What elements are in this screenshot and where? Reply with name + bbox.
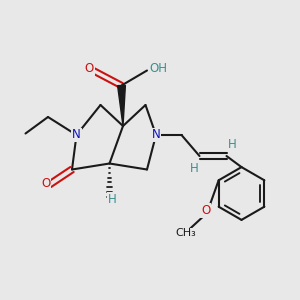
Text: H: H — [190, 161, 199, 175]
Text: H: H — [227, 137, 236, 151]
Text: N: N — [152, 128, 160, 142]
Text: OH: OH — [149, 62, 167, 76]
Text: O: O — [85, 62, 94, 76]
Text: CH₃: CH₃ — [176, 228, 197, 239]
Polygon shape — [118, 85, 125, 126]
Text: H: H — [107, 193, 116, 206]
Text: O: O — [41, 177, 50, 190]
Text: O: O — [201, 204, 210, 217]
Text: N: N — [72, 128, 81, 142]
